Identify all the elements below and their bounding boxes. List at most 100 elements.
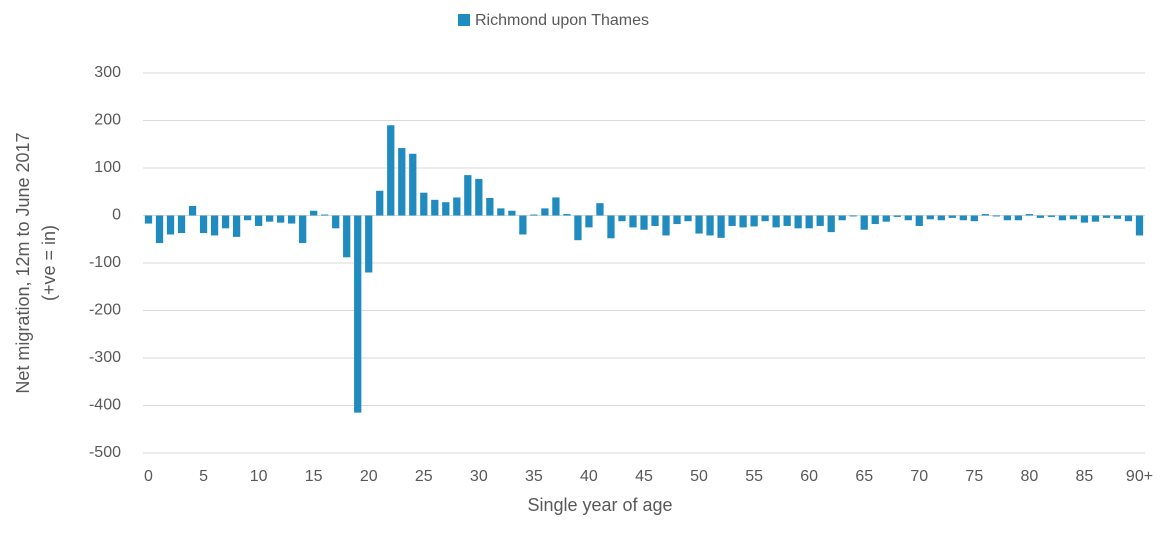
x-axis-title: Single year of age (527, 495, 672, 515)
bar (948, 215, 956, 218)
x-tick-label: 85 (1076, 468, 1094, 485)
legend-label: Richmond upon Thames (475, 12, 649, 29)
y-axis-title: (+ve = in) (39, 225, 59, 301)
bar (563, 214, 571, 216)
bar (265, 215, 274, 222)
bar (607, 215, 615, 239)
bar (794, 215, 802, 229)
x-tick-label: 60 (800, 468, 818, 485)
bar (1014, 215, 1023, 221)
bar (783, 215, 791, 226)
bar (1058, 215, 1067, 221)
bar (662, 215, 670, 236)
bar (398, 148, 406, 216)
bar (882, 215, 890, 222)
x-tick-label: 50 (690, 468, 708, 485)
bar (387, 125, 395, 216)
y-tick-label: 100 (94, 159, 121, 176)
bar (717, 215, 725, 238)
bar (750, 215, 758, 227)
bar (1135, 215, 1144, 236)
bar (497, 208, 505, 216)
x-tick-label: 5 (199, 468, 208, 485)
bar (816, 215, 824, 226)
x-tick-label: 10 (250, 468, 268, 485)
x-tick-label: 0 (144, 468, 153, 485)
bar (243, 215, 252, 221)
bar (420, 192, 428, 216)
bar (376, 190, 384, 216)
x-tick-label: 55 (745, 468, 763, 485)
bar (475, 178, 483, 216)
y-tick-label: -200 (89, 302, 121, 319)
x-tick-label: 90+ (1126, 468, 1153, 485)
bar (651, 215, 659, 226)
bar (552, 197, 560, 216)
bar (915, 215, 923, 226)
bar (144, 215, 153, 224)
bar (992, 215, 1000, 217)
bar (904, 215, 912, 221)
bar (618, 215, 626, 222)
bar (431, 199, 439, 216)
bar (1036, 215, 1045, 218)
bar (739, 215, 747, 228)
y-tick-label: 200 (94, 112, 121, 129)
bar (849, 215, 857, 217)
bar (827, 215, 835, 233)
y-axis-title: Net migration, 12m to June 2017 (13, 132, 33, 393)
bar (199, 215, 208, 234)
y-tick-label: 0 (112, 207, 121, 224)
bar (365, 215, 373, 273)
y-tick-label: 300 (94, 64, 121, 81)
bar (277, 215, 285, 223)
bar (860, 215, 868, 230)
bar (508, 210, 516, 216)
y-tick-label: -400 (89, 397, 121, 414)
bar (453, 197, 461, 216)
bar (221, 215, 230, 229)
bar (166, 215, 175, 235)
bar (177, 215, 186, 234)
bar (530, 214, 538, 216)
y-tick-label: -300 (89, 349, 121, 366)
bar (684, 215, 692, 222)
bar (442, 202, 450, 216)
x-tick-label: 45 (635, 468, 653, 485)
bar (254, 215, 263, 226)
x-tick-label: 35 (525, 468, 543, 485)
bar (321, 214, 329, 216)
bar (210, 215, 219, 236)
bar (838, 215, 846, 221)
x-tick-label: 40 (580, 468, 598, 485)
y-tick-label: -500 (89, 444, 121, 461)
legend-swatch (458, 14, 470, 26)
bar (519, 215, 527, 235)
bar (1113, 215, 1122, 219)
bar (299, 215, 307, 244)
bar (673, 215, 681, 225)
x-tick-label: 25 (415, 468, 433, 485)
y-tick-label: -100 (89, 254, 121, 271)
bar (1124, 215, 1133, 222)
x-tick-label: 70 (910, 468, 928, 485)
x-tick-label: 15 (305, 468, 323, 485)
bar (959, 215, 967, 221)
bar (1102, 215, 1111, 218)
bar (310, 210, 318, 216)
bar (1047, 215, 1056, 217)
bar (1003, 215, 1011, 221)
bar (926, 215, 934, 220)
x-tick-label: 20 (360, 468, 378, 485)
bar (332, 215, 340, 229)
bar (893, 215, 901, 217)
bar (188, 206, 197, 216)
bar (761, 215, 769, 222)
bar (1080, 215, 1089, 223)
bar (970, 215, 978, 222)
bar (871, 215, 879, 225)
bar (706, 215, 714, 236)
bar (805, 215, 813, 229)
bar (574, 215, 582, 241)
bar (1025, 214, 1034, 216)
